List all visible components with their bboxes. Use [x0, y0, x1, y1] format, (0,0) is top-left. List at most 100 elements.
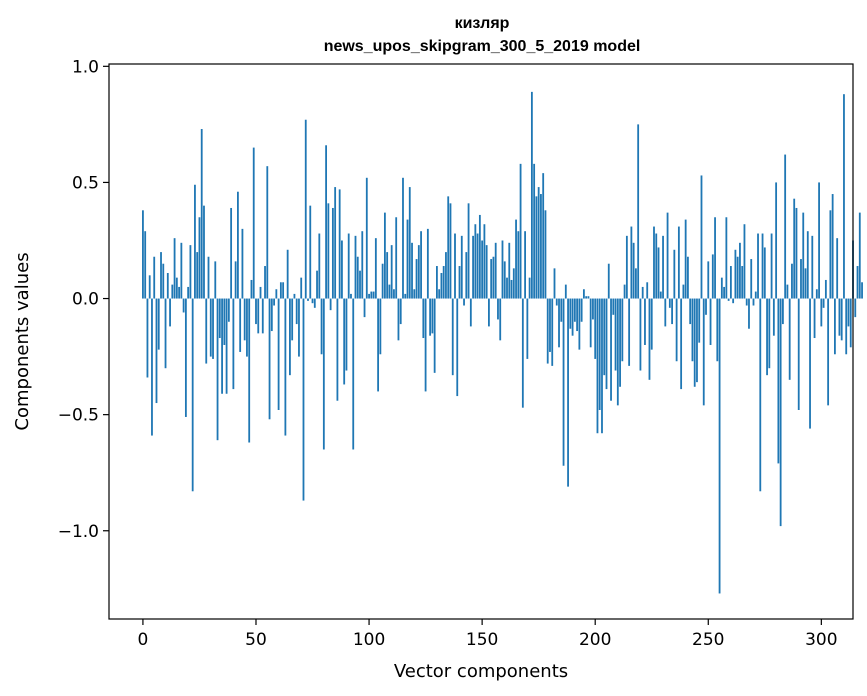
bar-component-193 — [578, 298, 581, 350]
bar-component-73 — [307, 298, 309, 301]
bar-component-21 — [189, 245, 192, 299]
bar-component-77 — [316, 270, 318, 299]
bar-component-156 — [494, 242, 497, 299]
bar-component-172 — [530, 91, 533, 299]
bar-component-244 — [693, 298, 696, 387]
bar-component-144 — [467, 203, 470, 299]
bar-component-79 — [320, 298, 323, 355]
bar-component-149 — [478, 214, 481, 299]
bar-component-89 — [343, 298, 346, 385]
bar-component-12 — [169, 298, 171, 327]
bar-component-302 — [824, 279, 827, 299]
bar-component-159 — [501, 240, 504, 299]
bar-component-61 — [279, 282, 282, 299]
bar-component-91 — [347, 233, 350, 299]
bar-component-109 — [388, 284, 391, 299]
bar-component-294 — [806, 231, 809, 299]
bar-component-60 — [277, 298, 280, 410]
bar-component-112 — [395, 217, 398, 299]
bar-component-37 — [225, 298, 228, 394]
bar-component-271 — [754, 291, 757, 299]
bar-component-22 — [191, 298, 194, 492]
bar-component-107 — [383, 212, 386, 299]
bar-component-309 — [840, 298, 843, 341]
bar-component-132 — [440, 273, 443, 299]
bar-component-114 — [399, 298, 402, 325]
bar-component-99 — [365, 177, 368, 299]
bar-component-192 — [576, 298, 579, 332]
bar-component-64 — [286, 249, 289, 299]
bar-component-148 — [476, 233, 479, 299]
bar-component-155 — [492, 256, 495, 299]
bar-component-237 — [677, 226, 680, 299]
bar-component-133 — [442, 266, 445, 299]
bar-component-51 — [257, 298, 260, 334]
bar-component-253 — [714, 217, 716, 299]
bar-component-19 — [184, 298, 187, 417]
bar-component-52 — [259, 286, 262, 299]
bar-component-47 — [248, 298, 251, 443]
bar-component-316 — [856, 266, 859, 299]
bar-component-281 — [777, 298, 780, 464]
bar-component-184 — [558, 298, 560, 348]
bar-component-219 — [637, 124, 640, 299]
bar-component-278 — [770, 233, 773, 299]
y-tick-label: −1.0 — [58, 522, 99, 542]
bar-component-46 — [246, 298, 248, 357]
bar-component-290 — [797, 298, 800, 410]
bar-component-80 — [322, 298, 325, 450]
x-axis-ticks: 0 50 100 150 200 250 300 — [138, 619, 838, 650]
bar-component-56 — [268, 298, 271, 420]
bar-component-303 — [827, 298, 830, 406]
bar-component-101 — [370, 291, 373, 299]
bar-component-54 — [264, 266, 266, 299]
bar-component-261 — [732, 298, 735, 304]
y-axis-ticks: −1.0 −0.5 0.0 0.5 1.0 — [58, 57, 109, 542]
bar-component-102 — [372, 291, 375, 299]
bar-component-26 — [200, 129, 203, 299]
bar-component-296 — [811, 235, 814, 299]
bar-component-160 — [503, 261, 506, 299]
bar-component-209 — [614, 298, 617, 371]
bar-component-174 — [535, 196, 538, 299]
bar-component-202 — [598, 298, 601, 410]
bar-component-139 — [456, 298, 459, 397]
bar-component-313 — [849, 298, 852, 348]
bar-component-235 — [673, 249, 676, 299]
bar-component-268 — [748, 298, 750, 329]
bar-component-183 — [555, 298, 558, 306]
bar-component-105 — [379, 298, 382, 355]
bar-component-44 — [241, 228, 244, 299]
bar-component-62 — [282, 282, 285, 299]
bar-component-20 — [187, 286, 190, 299]
bar-component-113 — [397, 298, 400, 341]
bar-component-242 — [689, 298, 692, 325]
bar-component-224 — [648, 298, 651, 380]
bar-component-71 — [302, 298, 305, 501]
bar-component-94 — [354, 235, 357, 299]
bar-component-282 — [779, 298, 782, 527]
bar-component-236 — [675, 298, 678, 362]
bar-component-170 — [526, 298, 529, 359]
bar-component-127 — [429, 298, 432, 336]
bar-component-248 — [702, 298, 705, 406]
bar-component-17 — [180, 242, 183, 299]
x-tick-label: 150 — [466, 630, 498, 650]
bar-component-35 — [221, 298, 223, 394]
bar-component-142 — [463, 298, 465, 306]
bar-component-256 — [720, 277, 723, 299]
bar-component-150 — [481, 240, 484, 299]
bar-component-32 — [214, 261, 217, 299]
bar-component-232 — [666, 212, 669, 299]
bar-component-305 — [831, 194, 834, 299]
bar-component-280 — [775, 182, 778, 299]
bar-component-39 — [230, 207, 233, 299]
bar-component-252 — [711, 254, 714, 299]
bar-component-8 — [160, 252, 162, 299]
bar-component-115 — [402, 177, 404, 299]
y-axis-label: Components values — [12, 252, 33, 430]
bar-component-84 — [331, 207, 334, 299]
bar-component-181 — [551, 298, 554, 366]
x-tick-label: 50 — [245, 630, 267, 650]
